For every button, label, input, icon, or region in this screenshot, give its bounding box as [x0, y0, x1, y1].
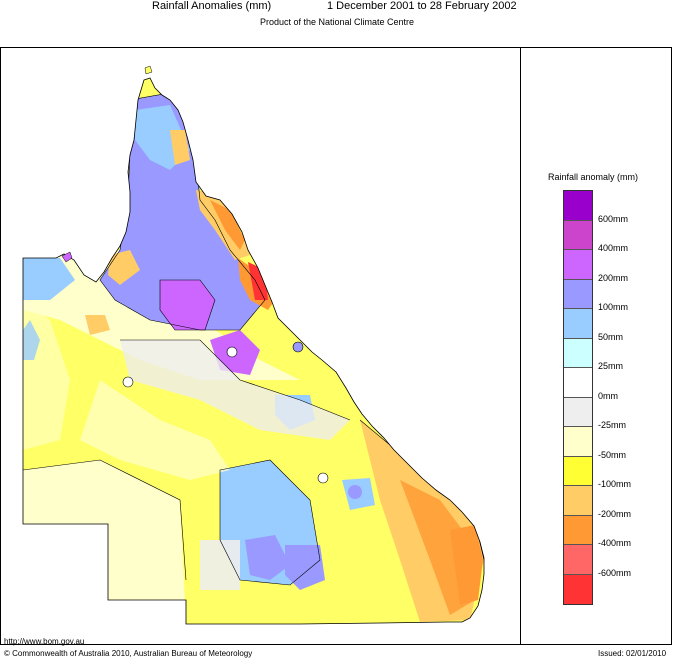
legend-label: -50mm: [598, 449, 627, 460]
legend-swatch: [564, 191, 592, 221]
legend-label: 100mm: [598, 302, 629, 312]
map-title: Rainfall Anomalies (mm): [152, 0, 272, 12]
legend-label: 50mm: [598, 331, 624, 342]
legend-label: -400mm: [598, 538, 632, 548]
legend-swatch: [564, 456, 592, 486]
legend-title: Rainfall anomaly (mm): [548, 172, 639, 182]
legend-swatch: [564, 250, 592, 280]
legend-label: -100mm: [598, 479, 632, 489]
legend-label: 200mm: [598, 272, 629, 283]
legend-label: 600mm: [598, 213, 629, 224]
legend-swatch: [564, 220, 592, 250]
legend-label: -600mm: [598, 567, 632, 578]
legend-label: 0mm: [598, 390, 618, 401]
legend-color-bar: [563, 190, 593, 605]
legend-label: 25mm: [598, 361, 624, 371]
legend-swatch: [564, 279, 592, 309]
footer-issued: Issued: 02/01/2010: [598, 649, 667, 658]
legend-swatch: [564, 368, 592, 398]
footer-copyright: © Commonwealth of Australia 2010, Austra…: [4, 649, 253, 658]
legend-swatch: [564, 397, 592, 427]
legend-label: -25mm: [598, 420, 627, 430]
legend-swatch: [564, 545, 592, 575]
map-title-bar: Rainfall Anomalies (mm) 1 December 2001 …: [0, 0, 674, 14]
map-subtitle: Product of the National Climate Centre: [259, 17, 415, 27]
legend-swatch: [564, 574, 592, 604]
legend-divider: [520, 47, 521, 645]
legend-swatch: [564, 309, 592, 339]
legend-swatch: [564, 338, 592, 368]
map-period: 1 December 2001 to 28 February 2002: [327, 0, 517, 12]
map-frame: [0, 47, 672, 645]
legend-swatch: [564, 486, 592, 516]
footer-url[interactable]: http://www.bom.gov.au: [4, 637, 85, 646]
legend-swatch: [564, 515, 592, 545]
legend-label: 400mm: [598, 243, 629, 253]
legend-swatch: [564, 427, 592, 457]
legend-label: -200mm: [598, 508, 632, 519]
